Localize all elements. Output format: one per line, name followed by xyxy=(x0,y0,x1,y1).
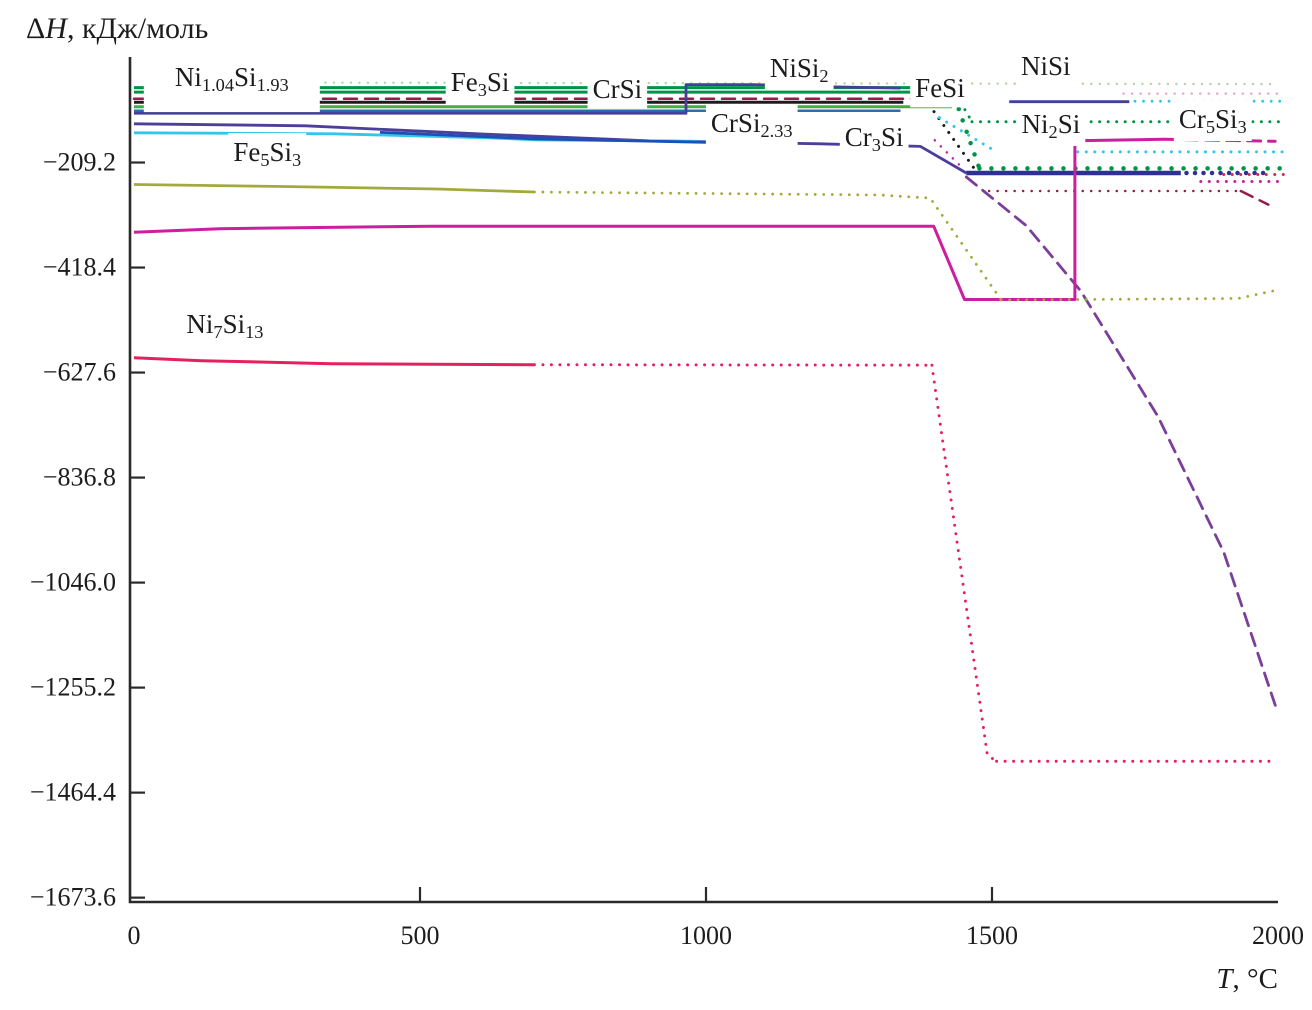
label-cr3si: Cr3Si xyxy=(845,122,904,155)
series-fe5si3-olive-seg2 xyxy=(533,190,1003,302)
series-fesi-black-seg2 xyxy=(927,103,978,173)
label-ni2si: Ni2Si xyxy=(1022,109,1081,142)
chart-title: ΔH, кДж/моль xyxy=(26,12,208,45)
series-fe5si3-olive-seg1 xyxy=(133,183,535,194)
label-bg-ni7si13 xyxy=(181,305,269,347)
label-fe3si: Fe3Si xyxy=(451,67,510,100)
y-tick-label: −1464.4 xyxy=(30,778,116,807)
series-nisi2-indigo-step xyxy=(134,83,901,115)
x-tick-label: 1000 xyxy=(680,921,732,950)
label-bg-crsi xyxy=(587,70,648,109)
label-fe5si3: Fe5Si3 xyxy=(233,137,301,170)
y-tick-label: −418.4 xyxy=(43,253,116,282)
label-bg-nisi2 xyxy=(764,49,834,91)
series-crsi233-cyan-melt-ext-seg1 xyxy=(937,116,997,153)
x-tick-label: 500 xyxy=(401,921,440,950)
label-crsi233: CrSi2.33 xyxy=(711,108,793,141)
series-ni7si13-crimson-seg3 xyxy=(930,363,999,763)
series-ni104si193-green-b-seg2 xyxy=(952,95,982,171)
y-tick-label: −1046.0 xyxy=(30,568,116,597)
series-ni7si13-crimson-seg2 xyxy=(532,363,934,367)
label-bg-nisi xyxy=(1016,47,1076,86)
label-fesi: FeSi xyxy=(915,73,965,103)
series-crsi-darkred-dashed-seg3 xyxy=(1239,189,1270,206)
series-band-blue xyxy=(379,130,707,144)
label-cr5si3: Cr5Si3 xyxy=(1179,104,1247,137)
label-ni104si193: Ni1.04Si1.93 xyxy=(175,62,289,95)
y-tick-label: −627.6 xyxy=(43,358,116,387)
label-nisi2: NiSi2 xyxy=(770,53,829,86)
label-bg-cr5si3 xyxy=(1173,99,1252,141)
label-ni7si13: Ni7Si13 xyxy=(186,309,263,342)
label-bg-ni2si xyxy=(1016,104,1086,147)
label-bg-crsi233 xyxy=(705,103,798,146)
x-tick-label: 2000 xyxy=(1252,921,1304,950)
label-bg-fesi xyxy=(910,69,970,108)
x-tick-label: 0 xyxy=(128,921,141,950)
axis-lines xyxy=(128,57,1278,904)
series-nisi2-liquid-dashed xyxy=(964,175,1279,712)
series-ni2si-magenta-seg1 xyxy=(133,137,1164,301)
series-fe5si3-olive-seg3 xyxy=(999,288,1280,302)
label-bg-ni104si193 xyxy=(143,48,320,113)
y-tick-label: −1255.2 xyxy=(30,673,116,702)
series-ni104si193-green-a-seg2 xyxy=(950,86,974,124)
label-crsi: CrSi xyxy=(593,74,643,104)
y-tick-label: −836.8 xyxy=(43,463,116,492)
label-bg-cr3si xyxy=(839,118,909,160)
label-bg-fe3si xyxy=(445,63,515,105)
x-axis-label: T, °C xyxy=(1216,963,1278,995)
label-nisi: NiSi xyxy=(1021,51,1071,81)
label-bg-fe5si3 xyxy=(228,133,307,175)
y-tick-label: −209.2 xyxy=(43,148,116,177)
series-ni7si13-crimson-seg1 xyxy=(133,356,535,367)
x-tick-label: 1500 xyxy=(966,921,1018,950)
y-tick-label: −1673.6 xyxy=(30,883,116,912)
